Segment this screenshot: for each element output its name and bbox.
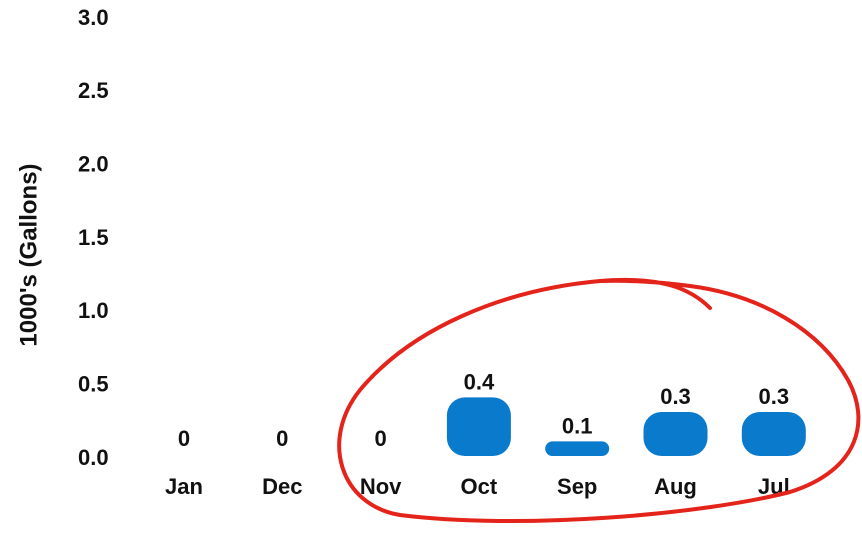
data-label: 0.1 [562, 413, 593, 438]
data-label: 0.3 [660, 384, 691, 409]
data-label: 0 [276, 426, 288, 451]
x-tick-label: Dec [262, 474, 302, 499]
data-label: 0 [374, 426, 386, 451]
y-axis-ticks: 0.0 0.5 1.0 1.5 2.0 2.5 3.0 [78, 5, 109, 470]
data-label: 0 [178, 426, 190, 451]
x-tick-label: Sep [557, 474, 597, 499]
y-tick-label: 1.0 [78, 298, 109, 323]
y-tick-label: 2.5 [78, 78, 109, 103]
x-tick-label: Oct [461, 474, 498, 499]
y-tick-label: 3.0 [78, 5, 109, 30]
bar [741, 412, 806, 456]
y-axis-label: 1000's (Gallons) [15, 163, 42, 346]
y-tick-label: 0.0 [78, 445, 109, 470]
data-label: 0.3 [759, 384, 790, 409]
bars [446, 397, 806, 456]
x-tick-label: Jan [165, 474, 203, 499]
data-labels: 0 0 0 0.4 0.1 0.3 0.3 [178, 369, 789, 451]
data-label: 0.4 [464, 369, 495, 394]
hand-drawn-circle-annotation [337, 277, 861, 523]
x-tick-label: Nov [360, 474, 402, 499]
bar [643, 412, 708, 456]
y-tick-label: 2.0 [78, 151, 109, 176]
x-tick-label: Aug [654, 474, 697, 499]
bar [545, 441, 610, 456]
x-axis-ticks: Jan Dec Nov Oct Sep Aug Jul [165, 474, 790, 499]
y-tick-label: 0.5 [78, 371, 109, 396]
bar [446, 397, 511, 456]
y-tick-label: 1.5 [78, 225, 109, 250]
